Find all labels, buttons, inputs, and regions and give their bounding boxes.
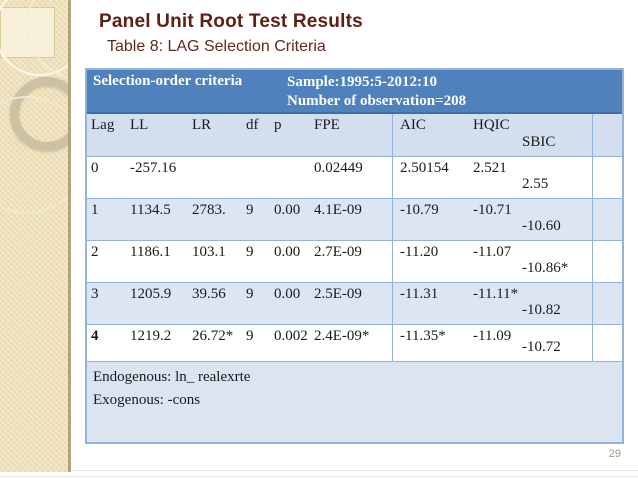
col-header-df: df — [246, 117, 259, 133]
col-header-hqic: HQIC — [473, 117, 510, 133]
circle-outline-decoration — [0, 96, 68, 214]
table-title-right: Sample:1995:5-2012:10 Number of observat… — [287, 70, 622, 112]
cell-p: 0.00 — [274, 202, 301, 218]
col-header-p: p — [274, 117, 282, 133]
cell-lag: 3 — [91, 286, 99, 302]
cell-hqic: -11.11* — [473, 286, 518, 302]
empty-cell — [592, 199, 626, 240]
cell-ll: 1186.1 — [130, 244, 171, 260]
footer-divider — [71, 470, 638, 471]
cell-ll: 1134.5 — [130, 202, 171, 218]
cell-df: 9 — [246, 202, 254, 218]
cell-df: 9 — [246, 328, 254, 344]
footer-divider — [0, 476, 638, 477]
empty-cell — [592, 283, 626, 324]
cell-aic: -11.35* — [392, 325, 468, 361]
cell-aic: 2.50154 — [392, 157, 468, 198]
cell-aic: -11.31 — [392, 283, 468, 324]
col-header-aic: AIC — [392, 114, 468, 156]
col-header-sbic: SBIC — [522, 134, 556, 150]
cell-p: 0.002 — [274, 328, 308, 344]
lag-selection-table: Selection-order criteria Sample:1995:5-2… — [85, 68, 624, 444]
cell-sbic: -10.82 — [522, 302, 561, 318]
table-title-row: Selection-order criteria Sample:1995:5-2… — [87, 70, 622, 114]
cell-ll: 1205.9 — [130, 286, 172, 302]
col-header-fpe: FPE — [314, 117, 340, 133]
cell-ll: -257.16 — [130, 160, 177, 176]
cell-hqic: -11.07 — [473, 244, 512, 260]
cell-p — [269, 157, 309, 198]
table-row-lag2: 2 1186.1 103.1 9 0.00 2.7E-09 -11.20 -11… — [87, 240, 622, 282]
cell-hqic: -11.09 — [473, 328, 512, 344]
exogenous-note: Exogenous: -cons — [93, 392, 201, 408]
slide-title: Panel Unit Root Test Results — [99, 11, 363, 32]
cell-p: 0.00 — [274, 244, 301, 260]
table-row-lag0: 0 -257.16 0.02449 2.50154 2.521 2.55 — [87, 156, 622, 198]
col-header-lag: Lag — [91, 117, 115, 133]
cell-p: 0.00 — [274, 286, 301, 302]
table-footer: Endogenous: ln_ realexrte Exogenous: -co… — [87, 361, 622, 442]
cell-ll: 1219.2 — [130, 328, 172, 344]
sample-range-label: Sample:1995:5-2012:10 — [287, 74, 437, 90]
cell-lr: 103.1 — [192, 244, 226, 260]
cell-aic: -11.20 — [392, 241, 468, 282]
page-number: 29 — [608, 448, 621, 460]
column-header-row: Lag LL LR df p FPE AIC HQIC SBIC — [87, 114, 622, 156]
cell-sbic: -10.72 — [522, 339, 561, 355]
cell-sbic: 2.55 — [522, 176, 549, 192]
table-title-left: Selection-order criteria — [93, 73, 243, 89]
cell-sbic: -10.86* — [522, 260, 569, 276]
slide-subtitle: Table 8: LAG Selection Criteria — [107, 38, 326, 55]
observation-count-label: Number of observation=208 — [287, 93, 467, 109]
cell-df: 9 — [246, 286, 254, 302]
cell-lag: 4 — [91, 328, 99, 344]
empty-cell — [592, 157, 626, 198]
cell-fpe: 4.1E-09 — [314, 202, 362, 218]
cell-fpe: 2.4E-09* — [314, 328, 370, 344]
empty-cell — [592, 325, 626, 361]
cell-fpe: 0.02449 — [314, 160, 363, 176]
circle-outline-decoration — [0, 0, 68, 76]
cell-lr: 26.72* — [192, 328, 234, 344]
cell-hqic: -10.71 — [473, 202, 512, 218]
empty-cell — [592, 114, 626, 156]
cell-lag: 0 — [91, 160, 99, 176]
cell-sbic: -10.60 — [522, 218, 561, 234]
cell-lr: 2783. — [192, 202, 226, 218]
cell-hqic: 2.521 — [473, 160, 507, 176]
cell-fpe: 2.5E-09 — [314, 286, 362, 302]
table-row-lag4: 4 1219.2 26.72* 9 0.002 2.4E-09* -11.35*… — [87, 324, 622, 361]
table-row-lag1: 1 1134.5 2783. 9 0.00 4.1E-09 -10.79 -10… — [87, 198, 622, 240]
table-row-lag3: 3 1205.9 39.56 9 0.00 2.5E-09 -11.31 -11… — [87, 282, 622, 324]
cell-aic: -10.79 — [392, 199, 468, 240]
cell-lr: 39.56 — [192, 286, 226, 302]
endogenous-note: Endogenous: ln_ realexrte — [93, 369, 251, 385]
empty-cell — [592, 241, 626, 282]
cell-fpe: 2.7E-09 — [314, 244, 362, 260]
cell-lag: 2 — [91, 244, 99, 260]
decorative-sidebar — [0, 0, 71, 472]
col-header-lr: LR — [192, 117, 212, 133]
cell-df: 9 — [246, 244, 254, 260]
cell-lag: 1 — [91, 202, 99, 218]
cell-df — [241, 157, 269, 198]
col-header-ll: LL — [130, 117, 149, 133]
cell-lr — [187, 157, 241, 198]
